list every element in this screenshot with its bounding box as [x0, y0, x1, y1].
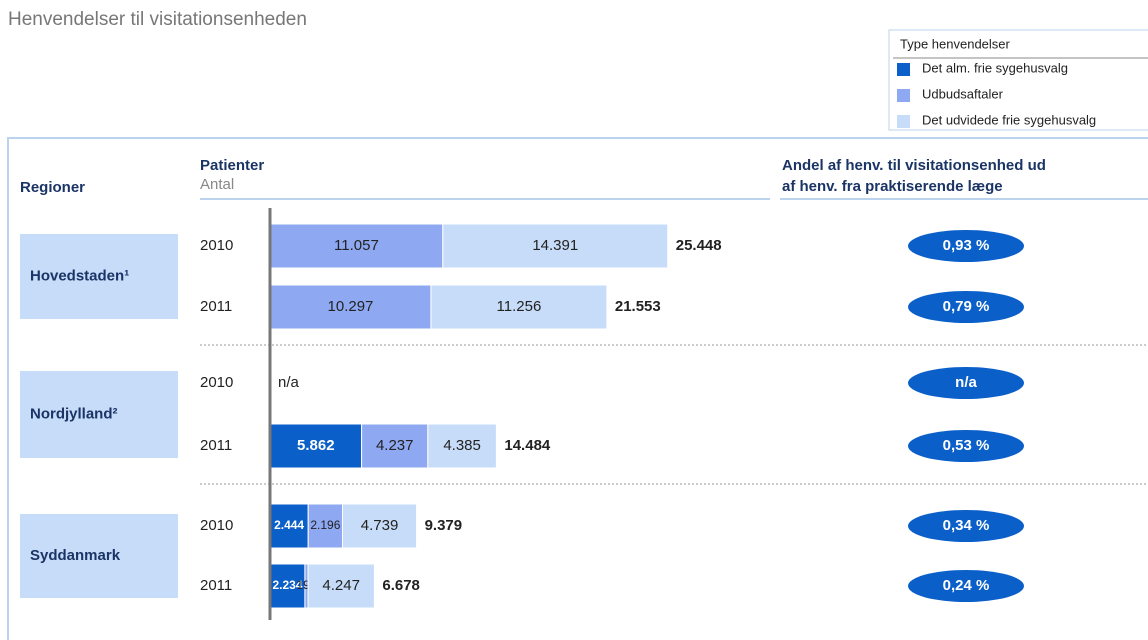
year-label: 2010	[200, 374, 233, 391]
bar-segment	[361, 423, 429, 469]
region-label: Nordjylland²	[30, 405, 118, 422]
bar-segment	[269, 563, 306, 609]
share-badge	[908, 570, 1024, 602]
total-label: 9.379	[425, 517, 463, 534]
share-label: 0,79 %	[943, 298, 990, 315]
bar-segment	[430, 284, 608, 330]
bar-value-label: 4.247	[322, 577, 360, 594]
region-box	[20, 234, 178, 319]
bar-value-label: 2.234	[272, 578, 302, 592]
share-label: n/a	[955, 374, 977, 391]
legend-box	[888, 29, 1148, 131]
year-label: 2010	[200, 517, 233, 534]
bar-segment	[269, 223, 444, 269]
bar-value-label: 5.862	[297, 437, 335, 454]
region-label: Syddanmark	[30, 547, 121, 564]
share-label: 0,93 %	[943, 237, 990, 254]
share-badge	[908, 367, 1024, 399]
legend-label: Udbudsaftaler	[922, 86, 1004, 101]
bar-segment	[427, 423, 497, 469]
share-badge	[908, 430, 1024, 462]
bar-value-label: 2.444	[274, 518, 304, 532]
region-label: Hovedstaden¹	[30, 267, 129, 284]
share-badge	[908, 510, 1024, 542]
region-box	[20, 371, 178, 458]
total-label: 6.678	[382, 577, 420, 594]
bar-value-label: 4.237	[376, 437, 414, 454]
bar-segment	[307, 563, 375, 609]
share-label: 0,53 %	[943, 437, 990, 454]
total-label: 21.553	[615, 298, 661, 315]
year-label: 2011	[200, 298, 232, 315]
bar-subheader: Antal	[200, 176, 234, 193]
group-header: Regioner	[20, 179, 85, 196]
bar-value-label: 14.391	[532, 237, 578, 254]
bar-value-label: 2.196	[310, 518, 340, 532]
bar-value-label: 4.739	[361, 517, 399, 534]
bar-segment	[269, 423, 363, 469]
share-header: Andel af henv. til visitationsenhed ud	[782, 157, 1046, 174]
bar-segment	[269, 284, 432, 330]
share-header: af henv. fra praktiserende læge	[782, 178, 1003, 195]
legend-swatch	[897, 115, 910, 128]
legend-label: Det alm. frie sygehusvalg	[922, 60, 1068, 75]
bar-value-label: 11.057	[334, 237, 379, 254]
legend-swatch	[897, 63, 910, 76]
bar-header: Patienter	[200, 157, 264, 174]
legend-label: Det udvidede frie sygehusvalg	[922, 112, 1096, 127]
share-label: 0,24 %	[943, 577, 990, 594]
panel	[7, 137, 1148, 640]
share-badge	[908, 291, 1024, 323]
total-label: 14.484	[504, 437, 551, 454]
total-label: 25.448	[676, 237, 722, 254]
year-label: 2010	[200, 237, 233, 254]
region-box	[20, 514, 178, 598]
chart-title: Henvendelser til visitationsenheden	[8, 9, 307, 30]
legend-title: Type henvendelser	[900, 36, 1011, 51]
bar-value-label: 4.385	[443, 437, 481, 454]
bar-segment	[342, 503, 418, 549]
legend-swatch	[897, 89, 910, 102]
bar-value-label: 11.256	[497, 298, 542, 315]
bar-segment	[442, 223, 669, 269]
bar-value-label: 10.297	[328, 298, 374, 315]
year-label: 2011	[200, 437, 232, 454]
share-badge	[908, 230, 1024, 262]
share-label: 0,34 %	[943, 517, 990, 534]
missing-label: n/a	[278, 374, 300, 391]
bar-segment	[307, 503, 344, 549]
year-label: 2011	[200, 577, 232, 594]
